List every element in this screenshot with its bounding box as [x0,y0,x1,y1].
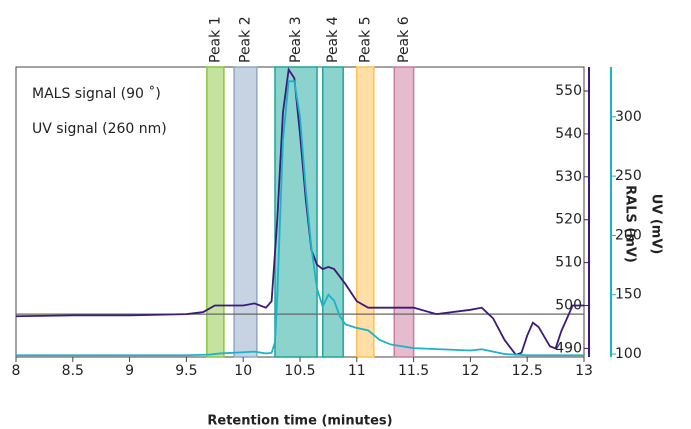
x-tick-label: 13 [575,363,593,379]
y2-tick-label: 200 [615,227,642,243]
y-tick-label: 510 [555,255,582,271]
series-line [16,80,584,357]
y2-axis-label: UV (mV) [649,194,664,255]
y-tick-label: 520 [555,212,582,228]
y-tick-label: 500 [555,298,582,314]
peak-label: Peak 5 [357,16,373,63]
peak-band [206,66,225,358]
x-tick-label: 9.5 [175,363,197,379]
peak-label: Peak 1 [207,16,223,63]
x-tick-label: 8.5 [62,363,84,379]
y-tick-label: 550 [555,83,582,99]
peak-label: Peak 6 [396,16,412,63]
peak-band [233,66,258,358]
annotation: UV signal (260 nm) [32,121,167,137]
x-axis-label: Retention time (minutes) [207,414,392,429]
peak-label: Peak 4 [325,16,341,63]
y2-tick-label: 300 [615,109,642,125]
x-tick-label: 12 [461,363,479,379]
y-tick-label: 530 [555,169,582,185]
y-axis-label: RALS (mV) [623,185,638,263]
y2-tick-label: 150 [615,287,642,303]
y2-tick-label: 100 [615,346,642,362]
series-line [15,67,584,356]
peak-label: Peak 2 [237,16,253,63]
peak-band [274,66,318,358]
x-tick-label: 10.5 [284,363,315,379]
y-tick-label: 490 [555,340,582,356]
x-tick-label: 11.5 [398,363,429,379]
y-tick-label: 540 [555,126,582,142]
x-tick-label: 12.5 [512,363,543,379]
peak-label: Peak 3 [288,16,304,63]
annotation: MALS signal (90 ˚) [32,85,161,102]
x-tick-label: 11 [348,363,366,379]
peak-band [321,66,344,358]
x-tick-label: 10 [234,363,252,379]
y2-tick-label: 250 [615,168,642,184]
x-tick-label: 9 [125,363,134,379]
peak-band [393,66,415,358]
x-tick-label: 8 [12,363,21,379]
peak-band [356,66,375,358]
